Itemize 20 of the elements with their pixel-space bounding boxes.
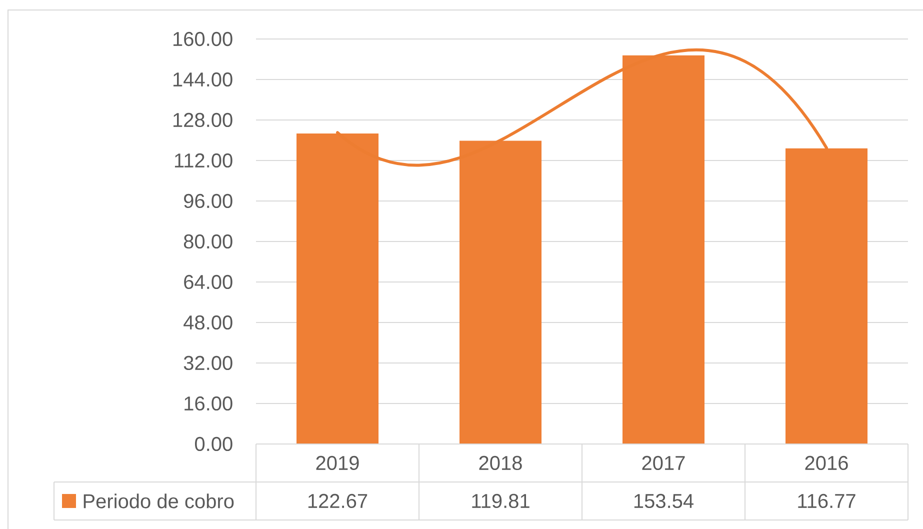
y-tick-label: 64.00 (184, 274, 232, 290)
y-tick-label: 16.00 (184, 396, 232, 411)
y-tick-label: 48.00 (184, 315, 232, 330)
y-tick-label: 128.00 (173, 112, 232, 128)
y-tick-label: 160.00 (173, 32, 232, 46)
data-label: 122.67 (308, 494, 368, 508)
x-tick-label: 2016 (805, 456, 848, 470)
data-label: 116.77 (798, 494, 856, 508)
y-tick-label: 96.00 (184, 194, 232, 208)
y-tick-label: 0.00 (195, 436, 232, 452)
y-tick-label: 144.00 (173, 72, 232, 87)
data-label: 153.54 (634, 494, 694, 508)
x-tick-label: 2019 (316, 456, 359, 470)
y-tick-label: 112.00 (174, 153, 232, 168)
x-tick-label: 2018 (479, 456, 522, 470)
y-tick-label: 32.00 (184, 356, 232, 370)
y-tick-label: 80.00 (184, 234, 232, 249)
legend-label: Periodo de cobro (84, 494, 234, 508)
data-label: 119.81 (472, 494, 530, 508)
x-tick-label: 2017 (642, 456, 685, 470)
